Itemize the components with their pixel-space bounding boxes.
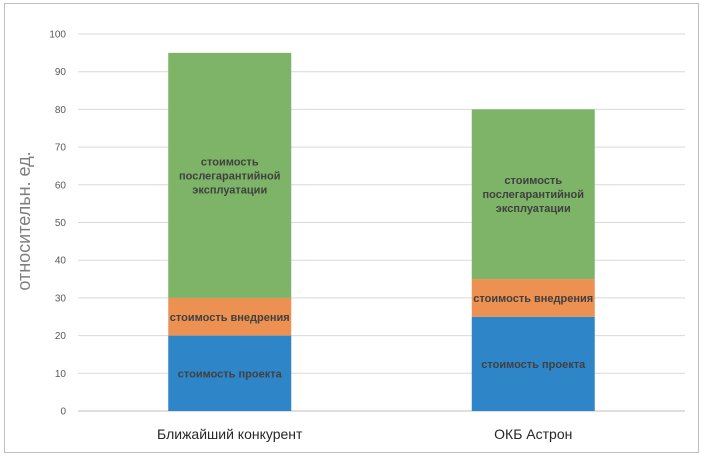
segment-label: стоимость послегарантийной эксплуатации bbox=[179, 156, 281, 196]
y-tick-label: 80 bbox=[55, 105, 67, 116]
y-tick-label: 100 bbox=[49, 30, 66, 41]
y-tick-label: 10 bbox=[55, 369, 67, 380]
bar-segment bbox=[471, 316, 595, 411]
y-tick-label: 50 bbox=[55, 218, 67, 229]
y-tick-label: 20 bbox=[55, 331, 67, 342]
bar-segment bbox=[168, 52, 292, 298]
segment-label: стоимость внедрения bbox=[170, 312, 290, 324]
x-category-label: ОКБ Астрон bbox=[494, 426, 572, 442]
y-tick-label: 30 bbox=[55, 293, 67, 304]
y-tick-label: 60 bbox=[55, 180, 67, 191]
y-tick-label: 40 bbox=[55, 256, 67, 267]
segment-label: стоимость проекта bbox=[481, 359, 586, 371]
y-tick-label: 90 bbox=[55, 67, 67, 78]
y-tick-label: 0 bbox=[60, 407, 66, 418]
y-axis-label: относительн. ед. bbox=[14, 151, 34, 290]
segment-label: стоимость проекта bbox=[178, 368, 283, 380]
segment-label: стоимость послегарантийной эксплуатации bbox=[482, 175, 584, 215]
stacked-bar-chart: стоимость проекта стоимость внедрения стои… bbox=[14, 30, 685, 443]
chart-frame: стоимость проекта стоимость внедрения стои… bbox=[4, 3, 699, 453]
bars bbox=[168, 52, 595, 411]
bar-segment bbox=[471, 279, 595, 317]
bar-segment bbox=[168, 297, 292, 336]
bar-segment bbox=[471, 109, 595, 280]
axes: 0 10 20 30 40 50 60 70 80 90 100 Ближайший конкурен… bbox=[49, 30, 572, 443]
segment-labels: стоимость проекта стоимость внедрения стои… bbox=[170, 156, 593, 380]
x-category-label: Ближайший конкурент bbox=[157, 426, 303, 442]
y-tick-label: 70 bbox=[55, 143, 67, 154]
bar-segment bbox=[168, 335, 292, 411]
segment-label: стоимость внедрения bbox=[473, 293, 593, 305]
